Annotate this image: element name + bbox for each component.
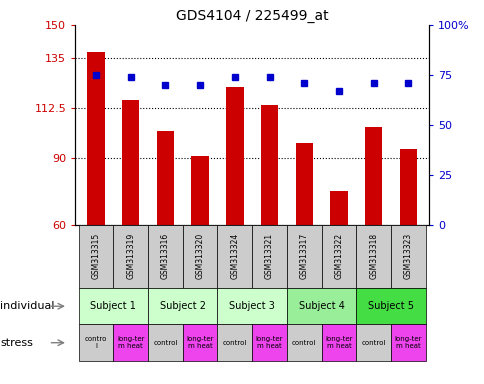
Text: long-ter
m heat: long-ter m heat [325, 336, 352, 349]
Bar [217, 324, 252, 361]
Text: GSM313315: GSM313315 [91, 233, 100, 280]
Bar [182, 324, 217, 361]
Bar [356, 288, 425, 324]
Bar [226, 87, 243, 225]
Text: control: control [153, 340, 177, 346]
Bar [287, 225, 321, 288]
Bar [390, 225, 425, 288]
Bar [78, 225, 113, 288]
Text: GSM313322: GSM313322 [334, 233, 343, 280]
Bar [87, 51, 105, 225]
Bar [148, 324, 182, 361]
Text: GSM313321: GSM313321 [265, 233, 273, 280]
Bar [330, 191, 347, 225]
Text: GSM313318: GSM313318 [368, 233, 378, 280]
Text: stress: stress [0, 338, 33, 348]
Text: GSM313323: GSM313323 [403, 233, 412, 280]
Text: long-ter
m heat: long-ter m heat [117, 336, 144, 349]
Text: Subject 3: Subject 3 [229, 301, 274, 311]
Text: Subject 1: Subject 1 [90, 301, 136, 311]
Bar [390, 324, 425, 361]
Bar [252, 324, 287, 361]
Bar [295, 142, 312, 225]
Title: GDS4104 / 225499_at: GDS4104 / 225499_at [176, 8, 328, 23]
Bar [122, 100, 139, 225]
Bar [217, 225, 252, 288]
Text: GSM313317: GSM313317 [299, 233, 308, 280]
Bar [287, 288, 356, 324]
Text: control: control [222, 340, 246, 346]
Text: control: control [291, 340, 316, 346]
Text: GSM313316: GSM313316 [161, 233, 169, 280]
Text: long-ter
m heat: long-ter m heat [255, 336, 283, 349]
Bar [260, 105, 278, 225]
Bar [252, 225, 287, 288]
Bar [182, 225, 217, 288]
Text: long-ter
m heat: long-ter m heat [186, 336, 213, 349]
Text: contro
l: contro l [85, 336, 107, 349]
Text: Subject 2: Subject 2 [159, 301, 205, 311]
Bar [191, 156, 209, 225]
Bar [113, 225, 148, 288]
Text: Subject 5: Subject 5 [367, 301, 413, 311]
Bar [78, 324, 113, 361]
Bar [148, 288, 217, 324]
Bar [399, 149, 416, 225]
Text: GSM313324: GSM313324 [230, 233, 239, 280]
Bar [287, 324, 321, 361]
Bar [156, 131, 174, 225]
Text: GSM313320: GSM313320 [195, 233, 204, 280]
Bar [364, 127, 381, 225]
Bar [356, 324, 390, 361]
Text: long-ter
m heat: long-ter m heat [394, 336, 421, 349]
Bar [356, 225, 390, 288]
Bar [321, 324, 356, 361]
Text: individual: individual [0, 301, 54, 311]
Text: Subject 4: Subject 4 [298, 301, 344, 311]
Bar [321, 225, 356, 288]
Bar [113, 324, 148, 361]
Bar [148, 225, 182, 288]
Text: control: control [361, 340, 385, 346]
Text: GSM313319: GSM313319 [126, 233, 135, 280]
Bar [217, 288, 287, 324]
Bar [78, 288, 148, 324]
